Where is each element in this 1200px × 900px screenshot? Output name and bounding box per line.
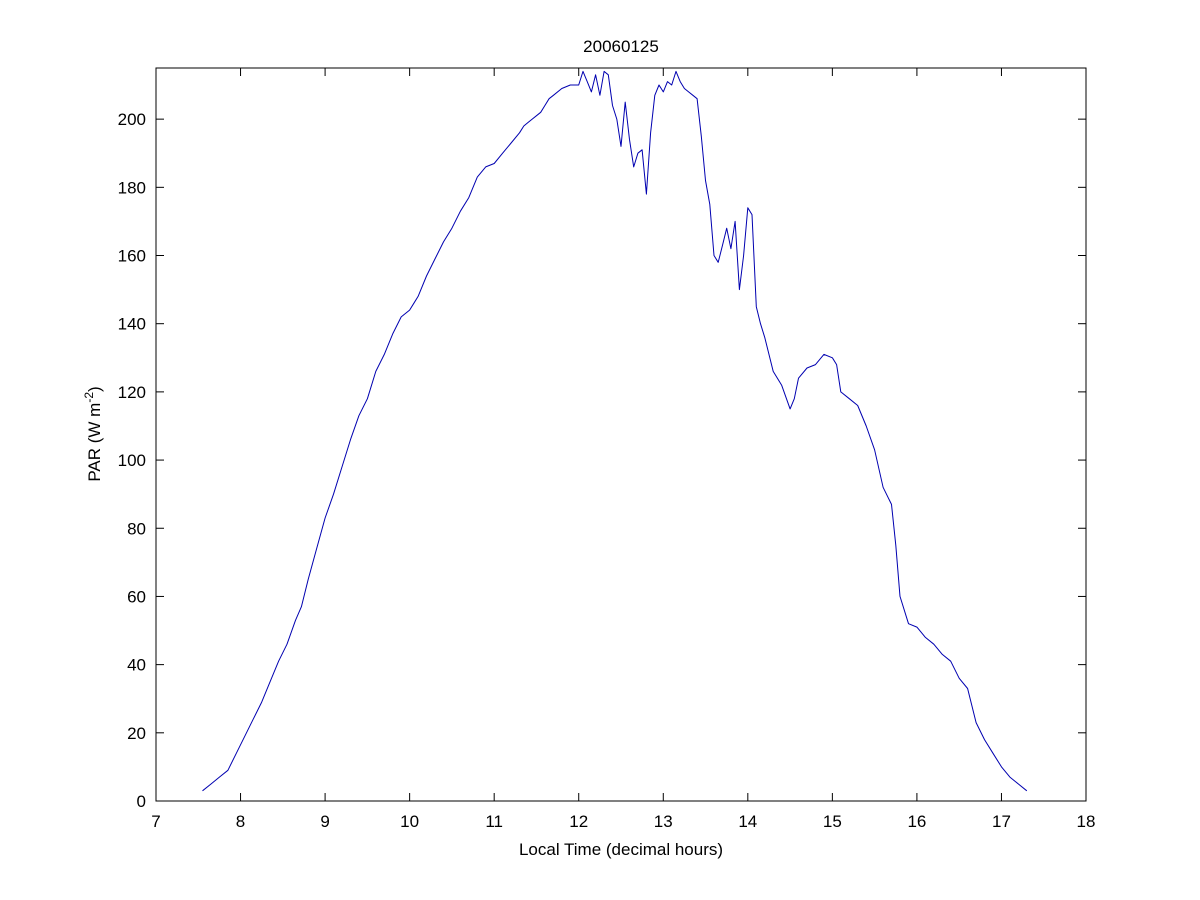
x-tick-label: 7: [151, 812, 160, 831]
x-tick-label: 18: [1077, 812, 1096, 831]
y-axis-title-main: PAR (W m: [85, 403, 104, 482]
y-axis-title-tail: ): [85, 386, 104, 392]
y-axis-title: PAR (W m-2): [82, 386, 104, 481]
y-tick-label: 100: [118, 451, 146, 470]
x-tick-label: 10: [400, 812, 419, 831]
x-tick-label: 11: [485, 812, 503, 831]
y-tick-label: 140: [118, 315, 146, 334]
data-layer: [202, 70, 1028, 792]
x-tick-label: 14: [738, 812, 757, 831]
y-tick-label: 80: [127, 519, 146, 538]
x-tick-label: 9: [320, 812, 329, 831]
x-tick-label: 17: [992, 812, 1011, 831]
x-tick-label: 16: [907, 812, 926, 831]
par-series-line: [202, 70, 1028, 792]
x-tick-label: 15: [823, 812, 842, 831]
y-tick-label: 200: [118, 110, 146, 129]
y-tick-label: 60: [127, 587, 146, 606]
y-tick-label: 0: [137, 792, 146, 811]
chart-title: 20060125: [583, 37, 659, 56]
y-tick-label: 120: [118, 383, 146, 402]
y-tick-label: 180: [118, 178, 146, 197]
tick-layer: 7 8 9 10 11 12 13 14 15 16 17 180204060801001201401…: [118, 68, 1096, 831]
y-tick-label: 20: [127, 724, 146, 743]
y-axis-title-superscript: -2: [82, 392, 96, 403]
y-tick-label: 160: [118, 247, 146, 266]
x-tick-label: 12: [569, 812, 588, 831]
plot-area: [156, 68, 1086, 801]
x-axis-title: Local Time (decimal hours): [519, 840, 723, 859]
plot-frame: [155, 67, 1087, 802]
x-tick-label: 13: [654, 812, 673, 831]
y-tick-label: 40: [127, 656, 146, 675]
x-tick-label: 8: [236, 812, 245, 831]
